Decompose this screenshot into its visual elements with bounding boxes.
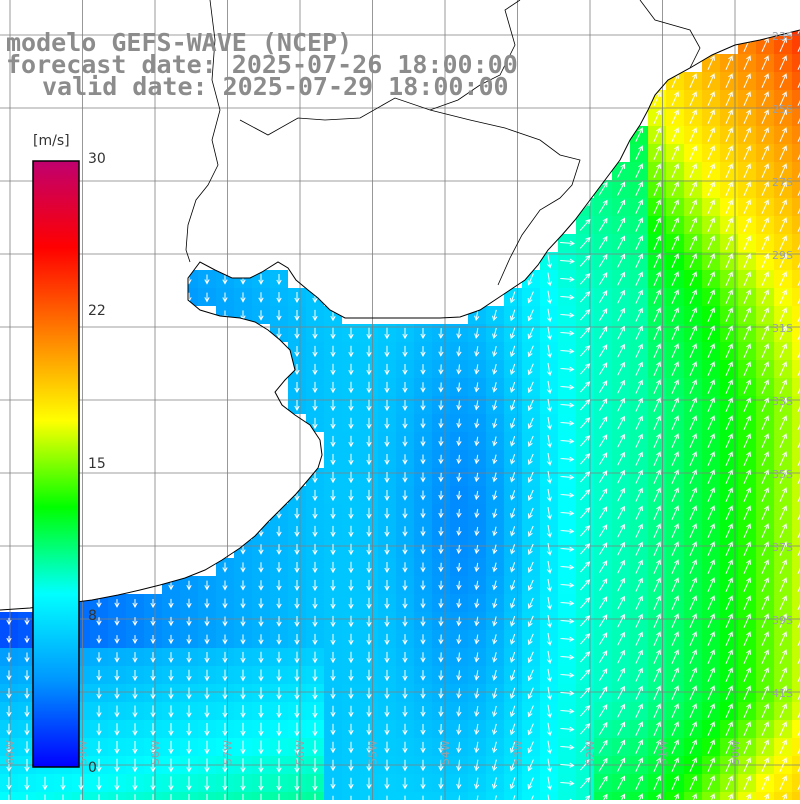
wind-speed-cell	[792, 432, 800, 450]
colorbar-tick-22: 22	[88, 303, 106, 319]
longitude-label: 58W	[149, 740, 162, 765]
longitude-label: 54W	[439, 740, 452, 765]
longitude-label: 57W	[222, 740, 235, 765]
wind-speed-cell	[792, 144, 800, 162]
wind-speed-cell	[792, 702, 800, 720]
latitude-label: 29S	[772, 249, 793, 262]
colorbar-bar	[33, 161, 79, 767]
wind-speed-cell	[792, 612, 800, 630]
wind-speed-cell	[594, 792, 612, 800]
wind-speed-cell	[792, 234, 800, 252]
latitude-label: 33S	[772, 395, 793, 408]
wind-speed-cell	[792, 792, 800, 800]
wind-speed-cell	[792, 504, 800, 522]
wind-speed-cell	[792, 36, 800, 54]
wind-speed-cell	[792, 288, 800, 306]
wind-speed-cell	[576, 792, 594, 800]
wind-speed-cell	[792, 666, 800, 684]
latitude-label: 27S	[772, 176, 793, 189]
wind-speed-cell	[792, 126, 800, 144]
colorbar-tick-15: 15	[88, 456, 106, 472]
wind-speed-cell	[792, 558, 800, 576]
longitude-label: 60W	[4, 740, 17, 765]
longitude-label: 56W	[294, 740, 307, 765]
wind-speed-cell	[792, 648, 800, 666]
latitude-label: 35S	[772, 468, 793, 481]
wind-speed-cell	[504, 792, 522, 800]
longitude-label: 51W	[657, 740, 670, 765]
latitude-label: 25S	[772, 103, 793, 116]
longitude-label: 50W	[729, 740, 742, 765]
wind-speed-cell	[792, 360, 800, 378]
latitude-label: 37S	[772, 541, 793, 554]
wind-speed-cell	[792, 342, 800, 360]
title-valid-date: valid date: 2025-07-29 18:00:00	[42, 74, 509, 99]
wind-speed-cell	[792, 72, 800, 90]
latitude-label: 23S	[772, 30, 793, 43]
wind-speed-cell	[792, 90, 800, 108]
colorbar-tick-30: 30	[88, 151, 106, 167]
wind-speed-cell	[792, 396, 800, 414]
wind-speed-cell	[792, 594, 800, 612]
wind-speed-cell	[792, 738, 800, 756]
colorbar-unit: [m/s]	[33, 133, 70, 149]
wind-speed-cell	[792, 720, 800, 738]
wind-speed-cell	[792, 522, 800, 540]
longitude-label: 53W	[512, 740, 525, 765]
wind-speed-cell	[486, 792, 504, 800]
wind-speed-cell	[792, 54, 800, 72]
wind-speed-cell	[522, 792, 540, 800]
wind-speed-cell	[792, 486, 800, 504]
wind-speed-cell	[792, 198, 800, 216]
wind-speed-cell	[792, 216, 800, 234]
wind-speed-cell	[792, 414, 800, 432]
wind-speed-cell	[792, 270, 800, 288]
wind-speed-cell	[792, 630, 800, 648]
colorbar-tick-0: 0	[88, 760, 97, 776]
wind-speed-cell	[612, 792, 630, 800]
latitude-label: 41S	[772, 687, 793, 700]
wind-speed-cell	[792, 540, 800, 558]
wind-speed-cell	[792, 468, 800, 486]
longitude-label: 55W	[367, 740, 380, 765]
wind-speed-cell	[792, 252, 800, 270]
wind-speed-cell	[792, 306, 800, 324]
latitude-label: 39S	[772, 614, 793, 627]
latitude-label: 31S	[772, 322, 793, 335]
colorbar-tick-8: 8	[88, 608, 97, 624]
wind-speed-cell	[792, 450, 800, 468]
wind-speed-cell	[792, 108, 800, 126]
wind-speed-cell	[792, 684, 800, 702]
wind-speed-cell	[792, 180, 800, 198]
wind-speed-cell	[792, 576, 800, 594]
wind-speed-cell	[792, 378, 800, 396]
wind-speed-cell	[558, 792, 576, 800]
longitude-label: 52W	[584, 740, 597, 765]
wind-speed-cell	[792, 774, 800, 792]
wind-speed-cell	[792, 162, 800, 180]
